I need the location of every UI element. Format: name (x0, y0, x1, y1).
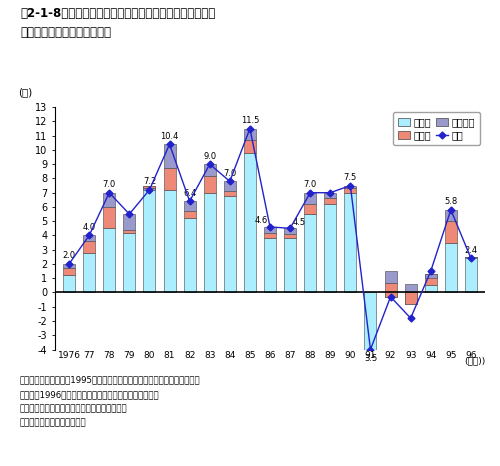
Bar (184, 211, 196, 219)
Bar (324, 199, 336, 204)
Bar (344, 193, 356, 293)
Text: 4.5: 4.5 (292, 218, 306, 227)
Bar (124, 214, 136, 230)
Bar (304, 204, 316, 214)
Bar (224, 191, 236, 196)
Bar (465, 257, 477, 258)
Bar (103, 193, 116, 207)
Text: 4.6: 4.6 (254, 217, 268, 226)
Bar (424, 274, 437, 285)
Text: 7.2: 7.2 (143, 177, 156, 186)
Bar (384, 271, 396, 282)
Bar (364, 293, 376, 356)
Bar (164, 144, 175, 169)
Bar (164, 169, 175, 190)
Bar (284, 238, 296, 293)
Text: (年度)): (年度)) (464, 356, 485, 366)
Text: 10.4: 10.4 (160, 132, 178, 141)
Bar (224, 196, 236, 293)
Text: 4.0: 4.0 (82, 223, 96, 232)
Bar (284, 228, 296, 234)
Bar (404, 293, 416, 304)
Bar (63, 264, 75, 268)
Bar (384, 282, 396, 297)
Bar (264, 233, 276, 238)
Text: 7.0: 7.0 (223, 169, 236, 178)
Text: 6.4: 6.4 (183, 189, 196, 198)
Bar (244, 153, 256, 293)
Bar (445, 221, 457, 243)
Bar (404, 293, 416, 304)
Text: ２．1996年度はソフトウェア業を除いた値である。: ２．1996年度はソフトウェア業を除いた値である。 (20, 391, 160, 399)
Bar (184, 201, 196, 211)
Text: 7.5: 7.5 (344, 173, 357, 182)
Bar (424, 274, 437, 278)
Text: （参照：付属資料８，２２）: （参照：付属資料８，２２） (20, 418, 86, 427)
Bar (124, 230, 136, 233)
Bar (83, 241, 95, 253)
Bar (324, 204, 336, 293)
Bar (424, 285, 437, 293)
Bar (63, 268, 75, 275)
Bar (144, 188, 156, 190)
Bar (445, 210, 457, 221)
Bar (304, 193, 316, 204)
Bar (63, 275, 75, 293)
Bar (445, 243, 457, 293)
Text: 資料：総務庁統計局「科学技術研究調査報告」: 資料：総務庁統計局「科学技術研究調査報告」 (20, 404, 128, 413)
Bar (204, 176, 216, 193)
Text: 注）１．デフレータは1995年度を基準とし，各組織別の値を用いている。: 注）１．デフレータは1995年度を基準とし，各組織別の値を用いている。 (20, 375, 201, 384)
Bar (124, 233, 136, 293)
Bar (465, 257, 477, 293)
Bar (144, 185, 156, 293)
Bar (83, 235, 95, 241)
Text: 7.0: 7.0 (102, 180, 116, 189)
Text: 9.0: 9.0 (203, 151, 216, 161)
Text: 2.4: 2.4 (464, 246, 477, 255)
Bar (224, 181, 236, 191)
Text: 2.0: 2.0 (62, 252, 76, 260)
Bar (344, 185, 356, 188)
Text: 第2-1-8図　我が国における実質研究費の対前年度増加率: 第2-1-8図 我が国における実質研究費の対前年度増加率 (20, 7, 215, 20)
Bar (264, 238, 276, 293)
Bar (103, 207, 116, 228)
Text: (％): (％) (18, 88, 32, 97)
Bar (204, 164, 216, 176)
Bar (324, 193, 336, 199)
Text: 7.0: 7.0 (304, 180, 317, 189)
Bar (304, 214, 316, 293)
Bar (364, 355, 376, 356)
Bar (384, 293, 396, 297)
Bar (83, 253, 95, 293)
Bar (244, 140, 256, 153)
Text: 11.5: 11.5 (240, 116, 259, 125)
Bar (404, 284, 416, 293)
Bar (284, 234, 296, 238)
Bar (344, 188, 356, 193)
Bar (184, 219, 196, 293)
Bar (204, 193, 216, 293)
Text: 3.5: 3.5 (364, 354, 377, 363)
Legend: 会社等, 大学等, 研究機関, 全体: 会社等, 大学等, 研究機関, 全体 (394, 112, 480, 145)
Text: 5.8: 5.8 (444, 197, 458, 206)
Bar (144, 185, 156, 188)
Bar (103, 228, 116, 293)
Text: に対する組織別寤与度の推移: に対する組織別寤与度の推移 (20, 26, 111, 39)
Bar (364, 355, 376, 364)
Bar (264, 227, 276, 233)
Bar (244, 129, 256, 140)
Bar (164, 190, 175, 293)
